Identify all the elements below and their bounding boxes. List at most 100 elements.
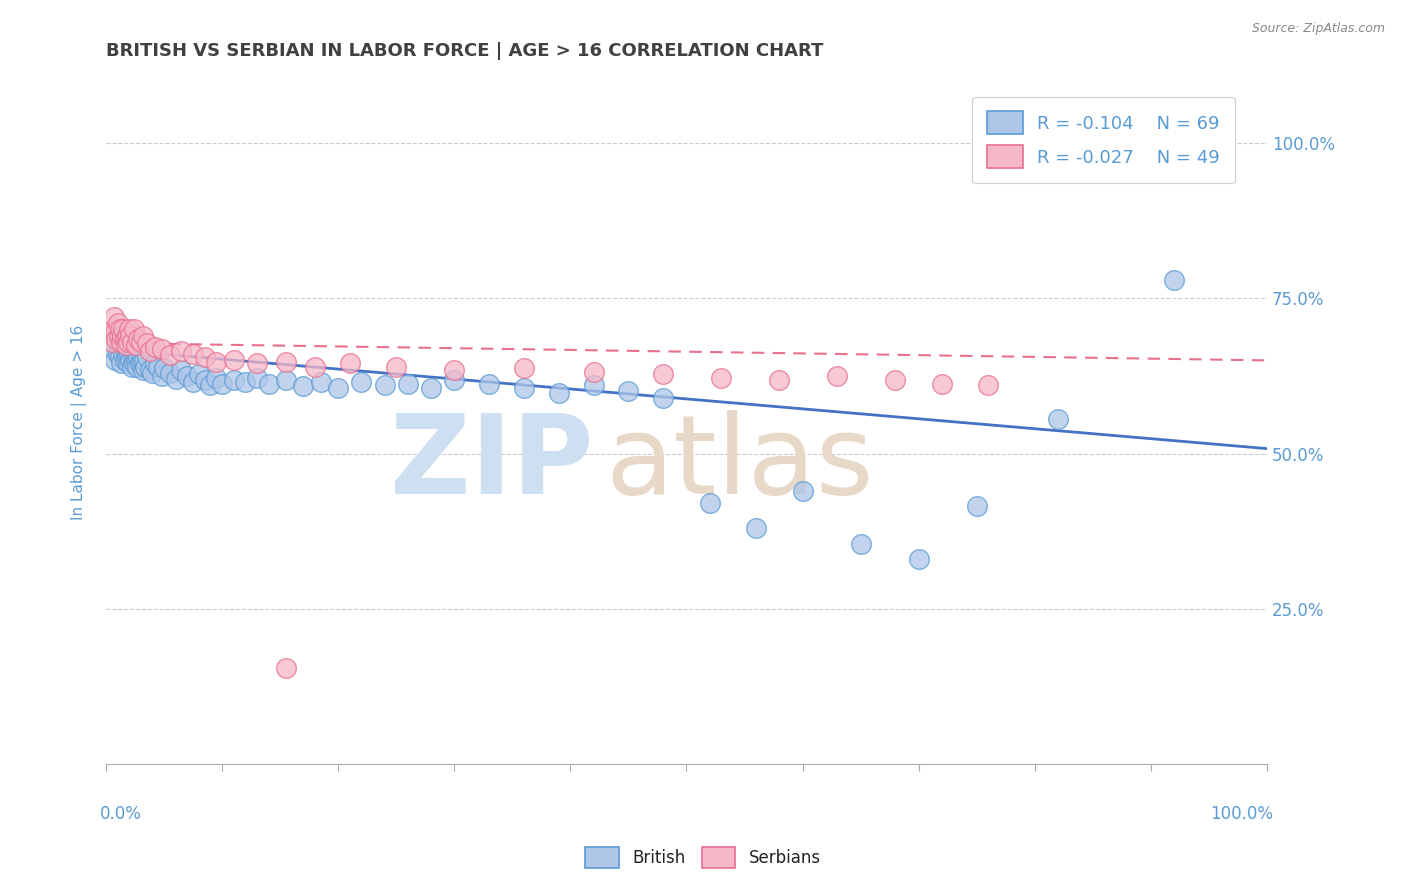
Point <box>222 353 245 368</box>
Point <box>122 356 145 370</box>
Point <box>194 351 217 365</box>
Point <box>582 378 605 392</box>
Point <box>792 483 814 498</box>
Point <box>181 347 204 361</box>
Point <box>1046 412 1069 426</box>
Point <box>114 338 136 352</box>
Point <box>139 344 162 359</box>
Point <box>176 368 198 383</box>
Point <box>117 334 139 349</box>
Point <box>159 348 181 362</box>
Point <box>129 347 152 361</box>
Point <box>117 356 139 370</box>
Point <box>222 373 245 387</box>
Text: 0.0%: 0.0% <box>100 805 142 823</box>
Point <box>103 310 125 324</box>
Point <box>128 356 150 370</box>
Point <box>233 375 256 389</box>
Point <box>478 376 501 391</box>
Point <box>582 365 605 379</box>
Point <box>931 376 953 391</box>
Point <box>200 378 222 392</box>
Point <box>104 326 127 340</box>
Point <box>122 322 145 336</box>
Point <box>205 371 228 385</box>
Point <box>121 351 143 365</box>
Point <box>385 359 408 374</box>
Point <box>143 340 166 354</box>
Point <box>114 332 136 346</box>
Point <box>127 359 149 374</box>
Point <box>124 347 146 361</box>
Point <box>907 552 929 566</box>
Point <box>101 341 124 355</box>
Point <box>768 373 790 387</box>
Point <box>128 332 150 346</box>
Point <box>101 334 124 349</box>
Point <box>108 322 131 336</box>
Point <box>246 371 269 385</box>
Point <box>328 381 350 395</box>
Point <box>745 521 768 535</box>
Point <box>187 367 209 381</box>
Point <box>132 328 155 343</box>
Point <box>143 356 166 370</box>
Point <box>827 368 849 383</box>
Point <box>159 366 181 380</box>
Text: 100.0%: 100.0% <box>1209 805 1272 823</box>
Point <box>339 356 361 370</box>
Point <box>128 351 150 365</box>
Point <box>181 375 204 389</box>
Point <box>101 322 124 336</box>
Point <box>547 385 569 400</box>
Point <box>105 332 128 346</box>
Point <box>129 334 152 349</box>
Point <box>120 353 142 368</box>
Point <box>274 354 297 368</box>
Point <box>104 353 127 368</box>
Point <box>513 381 536 395</box>
Y-axis label: In Labor Force | Age > 16: In Labor Force | Age > 16 <box>72 325 87 520</box>
Point <box>211 376 233 391</box>
Text: atlas: atlas <box>605 410 873 517</box>
Point <box>884 373 907 387</box>
Point <box>443 362 465 376</box>
Point <box>849 537 872 551</box>
Point <box>118 322 141 336</box>
Point <box>121 334 143 349</box>
Point <box>170 344 193 359</box>
Point <box>108 351 131 365</box>
Point <box>125 353 148 368</box>
Point <box>617 384 640 399</box>
Point <box>131 354 153 368</box>
Point <box>134 353 156 368</box>
Point <box>257 376 280 391</box>
Point <box>274 661 297 675</box>
Point <box>107 328 129 343</box>
Point <box>170 362 193 376</box>
Point <box>396 376 419 391</box>
Point <box>710 371 733 385</box>
Legend: R = -0.104    N = 69, R = -0.027    N = 49: R = -0.104 N = 69, R = -0.027 N = 49 <box>973 96 1234 183</box>
Point <box>309 375 332 389</box>
Point <box>977 378 1000 392</box>
Point <box>135 351 157 365</box>
Point <box>699 496 721 510</box>
Point <box>652 367 675 381</box>
Point <box>110 334 132 349</box>
Point <box>125 338 148 352</box>
Point <box>513 360 536 375</box>
Point <box>292 379 315 393</box>
Point <box>132 362 155 376</box>
Point <box>112 347 135 361</box>
Point <box>350 375 373 389</box>
Point <box>652 391 675 405</box>
Point <box>135 336 157 351</box>
Point <box>110 356 132 370</box>
Point <box>118 347 141 361</box>
Point <box>443 373 465 387</box>
Point <box>139 362 162 376</box>
Point <box>115 351 138 365</box>
Point <box>107 347 129 361</box>
Point <box>153 360 176 375</box>
